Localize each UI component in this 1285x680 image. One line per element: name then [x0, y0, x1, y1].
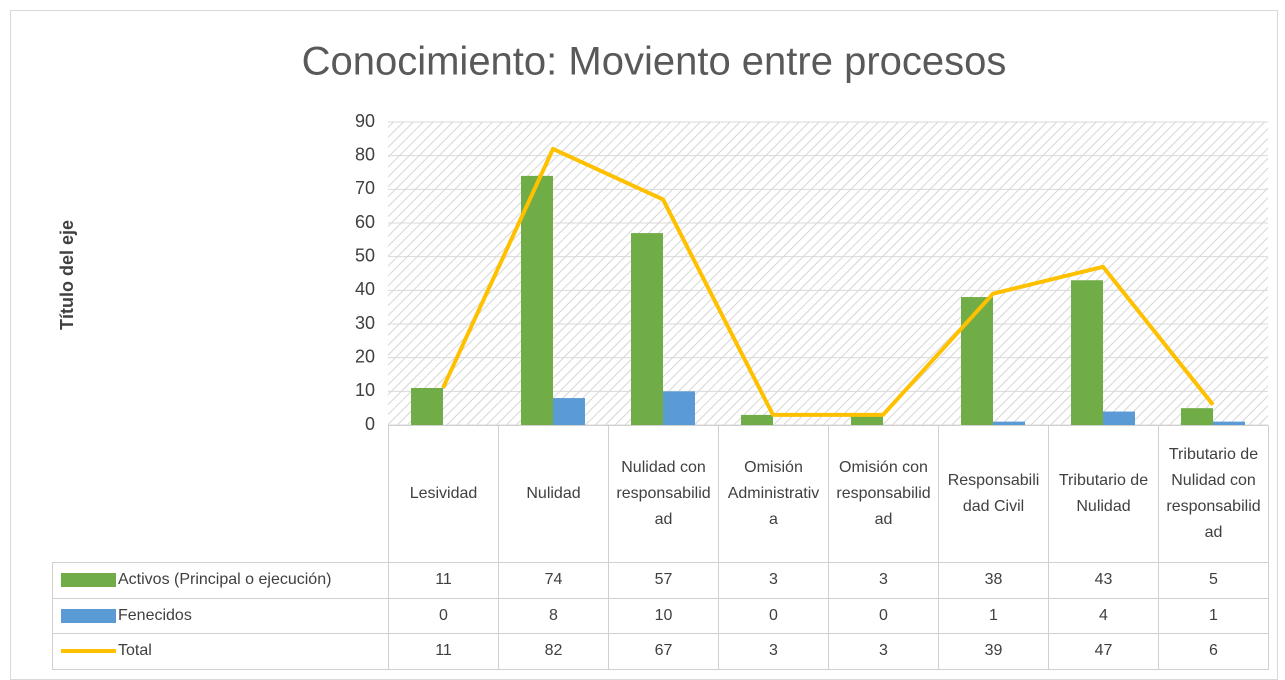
table-value: 57 [608, 562, 719, 599]
x-tick-label: Tributario de Nulidad con responsabilida… [1158, 425, 1269, 563]
bar [1213, 421, 1245, 425]
legend-key [61, 608, 116, 623]
table-value: 43 [1048, 562, 1159, 599]
bar [993, 421, 1025, 425]
bar [521, 175, 553, 425]
table-value: 6 [1158, 633, 1269, 670]
y-tick-label: 0 [365, 414, 375, 434]
table-value: 3 [828, 562, 939, 599]
table-value: 5 [1158, 562, 1269, 599]
x-tick-label: Nulidad [498, 425, 609, 563]
table-value: 39 [938, 633, 1049, 670]
table-value: 67 [608, 633, 719, 670]
bar [631, 233, 663, 425]
table-value: 3 [718, 633, 829, 670]
y-tick-label: 10 [355, 380, 375, 400]
plot-area [388, 122, 1268, 425]
table-value: 82 [498, 633, 609, 670]
x-tick-label: Omisión con responsabilidad [828, 425, 939, 563]
y-tick-label: 50 [355, 245, 375, 265]
x-tick-label: Omisión Administrativa [718, 425, 829, 563]
legend-entry: Total [52, 633, 389, 670]
bar [411, 387, 443, 425]
y-tick-label: 80 [355, 144, 375, 164]
table-value: 1 [938, 597, 1049, 634]
y-tick-label: 30 [355, 313, 375, 333]
table-value: 1 [1158, 597, 1269, 634]
bar [1181, 408, 1213, 425]
y-tick-label: 70 [355, 178, 375, 198]
table-value: 11 [388, 633, 499, 670]
legend-label: Total [118, 642, 152, 660]
y-axis-title: Título del eje [57, 220, 77, 330]
table-value: 38 [938, 562, 1049, 599]
bar [553, 398, 585, 425]
table-value: 10 [608, 597, 719, 634]
x-tick-label: Nulidad con responsabilidad [608, 425, 719, 563]
y-tick-label: 60 [355, 212, 375, 232]
legend-entry: Fenecidos [52, 597, 389, 634]
y-tick-label: 90 [355, 111, 375, 131]
x-tick-label: Lesividad [388, 425, 499, 563]
line-series [441, 146, 1215, 417]
table-value: 3 [828, 633, 939, 670]
y-tick-label: 20 [355, 346, 375, 366]
bar [1071, 280, 1103, 425]
table-value: 3 [718, 562, 829, 599]
table-value: 74 [498, 562, 609, 599]
table-value: 4 [1048, 597, 1159, 634]
y-tick-label: 40 [355, 279, 375, 299]
x-tick-label: Responsabilidad Civil [938, 425, 1049, 563]
legend-label: Fenecidos [118, 606, 192, 624]
table-value: 47 [1048, 633, 1159, 670]
chart-title: Conocimiento: Moviento entre procesos [302, 40, 1007, 84]
legend-key [61, 649, 116, 654]
bar [1103, 411, 1135, 425]
legend-key [61, 573, 116, 588]
bar [741, 414, 773, 425]
table-value: 0 [388, 597, 499, 634]
bar [851, 414, 883, 425]
table-value: 0 [718, 597, 829, 634]
x-tick-label: Tributario de Nulidad [1048, 425, 1159, 563]
table-value: 11 [388, 562, 499, 599]
legend-label: Activos (Principal o ejecución) [118, 571, 332, 589]
table-value: 0 [828, 597, 939, 634]
bar [961, 297, 993, 425]
legend-entry: Activos (Principal o ejecución) [52, 562, 389, 599]
table-value: 8 [498, 597, 609, 634]
bar [663, 391, 695, 425]
